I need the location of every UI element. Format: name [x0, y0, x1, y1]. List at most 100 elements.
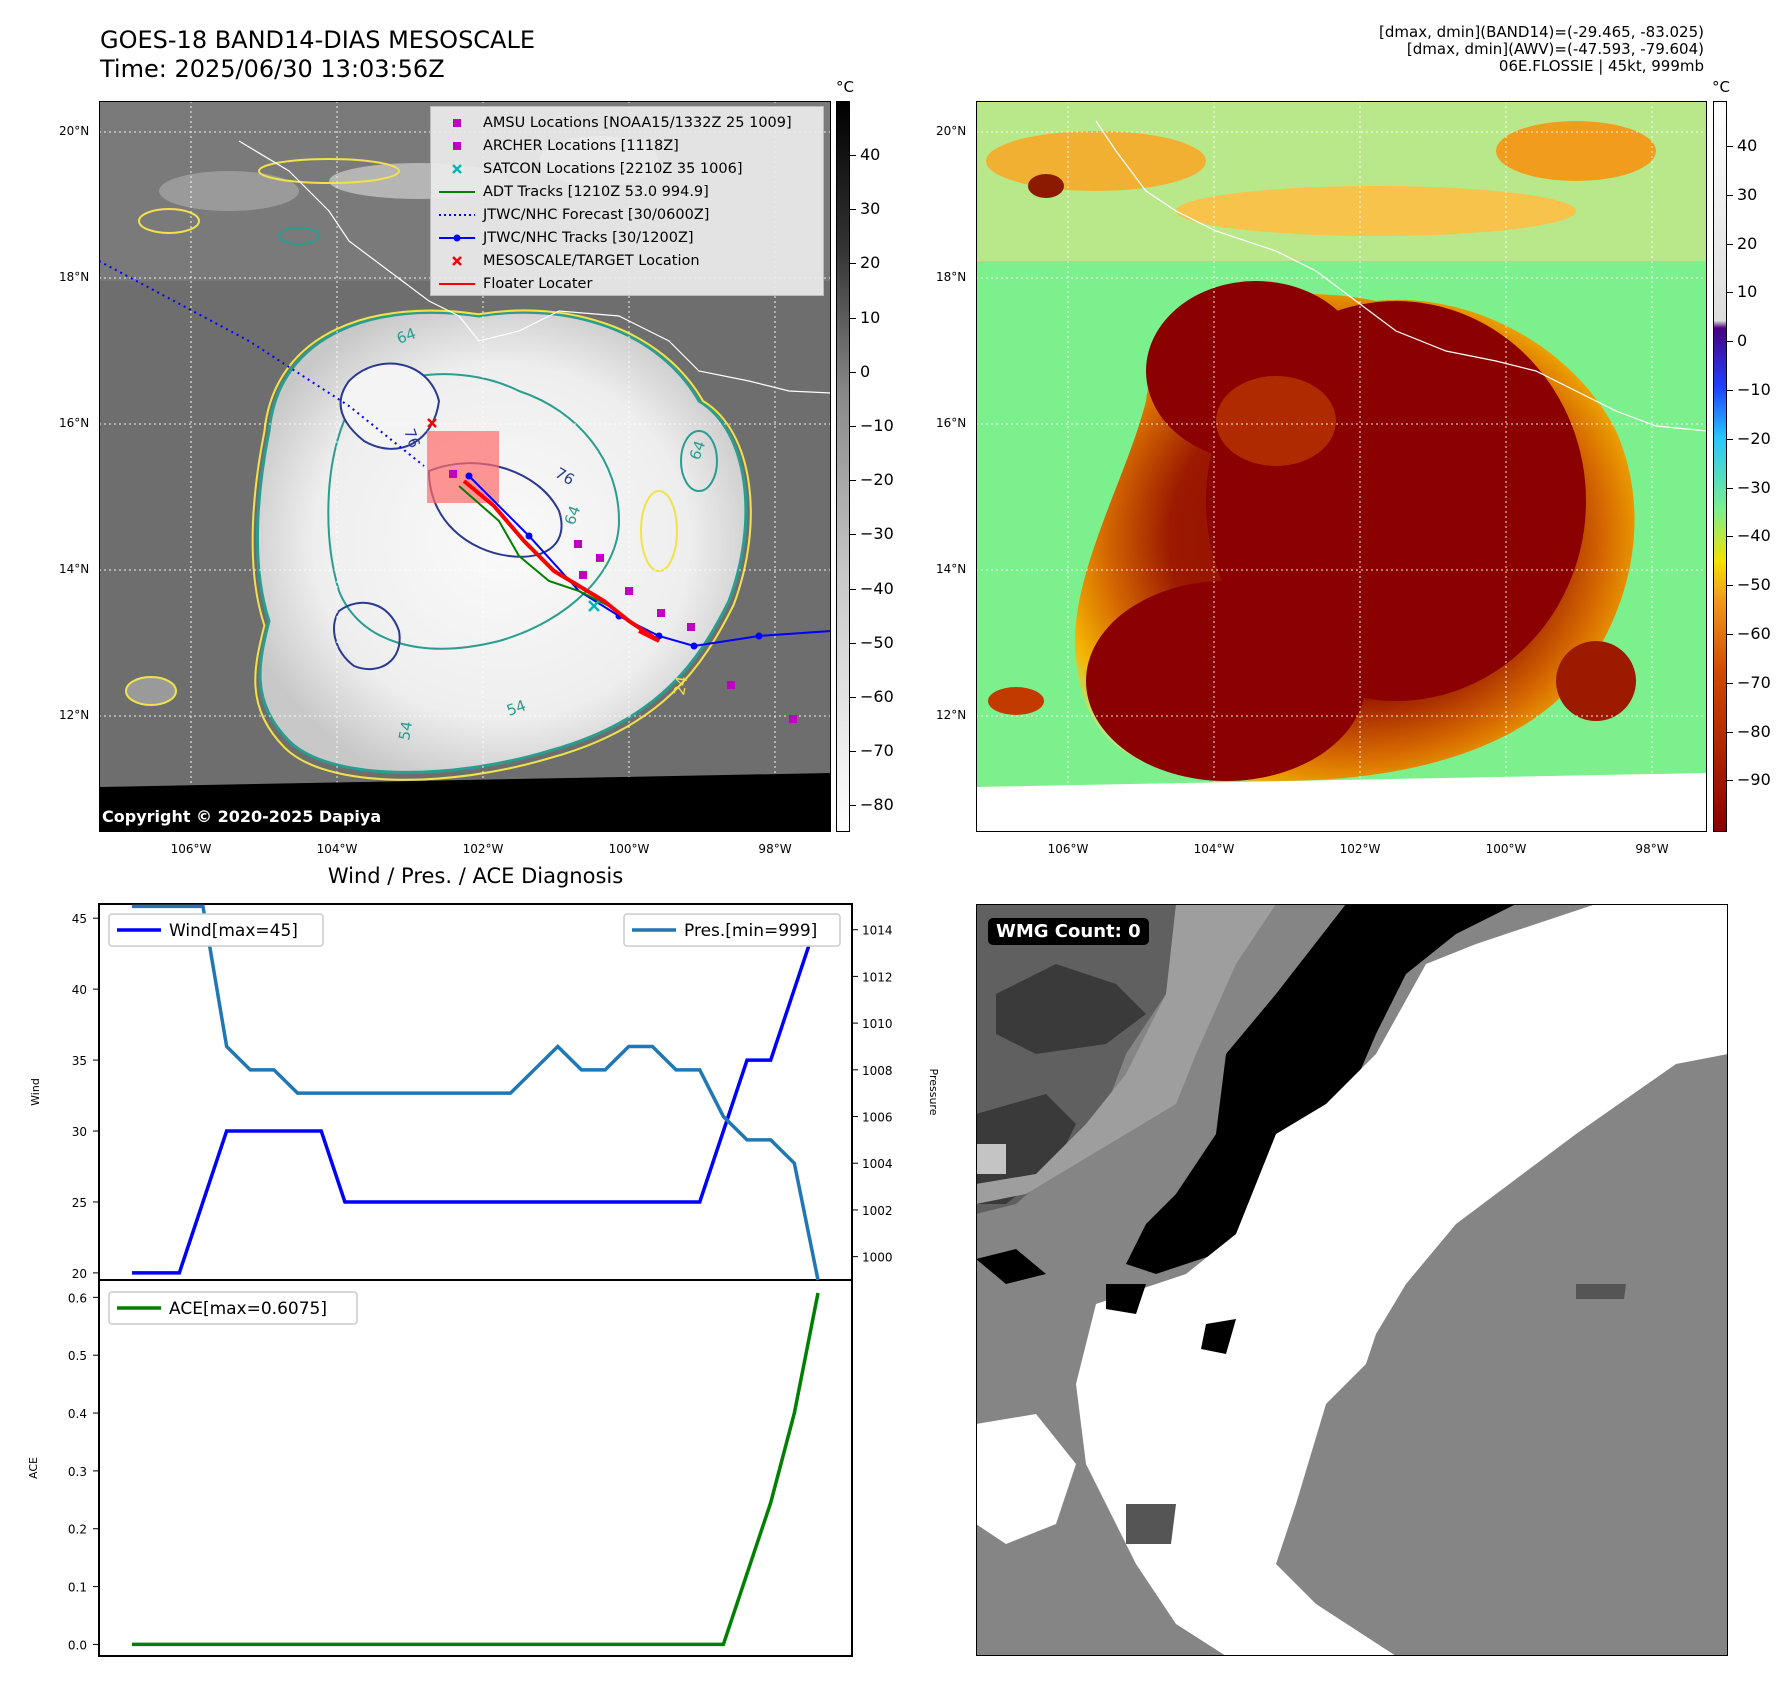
colorbar-tick-label: 40	[1737, 136, 1758, 155]
stats-line-band14: [dmax, dmin](BAND14)=(-29.465, -83.025)	[1379, 23, 1704, 41]
colorbar-tick	[1727, 731, 1733, 733]
legend-entry: SATCON Locations [2210Z 35 1006]	[437, 157, 817, 180]
legend-entry: AMSU Locations [NOAA15/1332Z 25 1009]	[437, 111, 817, 134]
legend-symbol	[453, 141, 461, 150]
wind-axis-label: Wind	[29, 1078, 42, 1106]
map-coordinate-label: 12°N	[936, 708, 967, 722]
map-coordinate-label: 106°W	[170, 842, 212, 856]
legend-label: AMSU Locations [NOAA15/1332Z 25 1009]	[483, 114, 792, 131]
colorbar-tick-label: −80	[860, 795, 894, 815]
colorbar-tick	[1727, 487, 1733, 489]
colorbar-tick	[850, 588, 856, 590]
map-coordinate-label: 98°W	[758, 842, 792, 856]
map-coordinate-label: 104°W	[316, 842, 358, 856]
colorbar-tick	[850, 426, 856, 427]
legend-symbol	[453, 118, 461, 127]
pressure-tick-label: 1008	[862, 1064, 893, 1078]
legend-entry: Floater Locater	[437, 272, 817, 295]
storm-info: 06E.FLOSSIE | 45kt, 999mb	[1498, 57, 1704, 75]
pressure-tick-label: 1004	[862, 1157, 893, 1171]
ace-tick-label: 0.3	[68, 1465, 87, 1479]
colorbar-tick	[850, 805, 856, 807]
colorbar-tick-label: 30	[1737, 184, 1758, 204]
ir-title-line1: GOES-18 BAND14-DIAS MESOSCALE	[100, 26, 536, 54]
pressure-tick-label: 1002	[862, 1204, 893, 1218]
colorbar-tick	[850, 697, 856, 698]
map-coordinate-label: 104°W	[1193, 842, 1235, 856]
diagnosis-chart-svg: 20 25 30 35 40 45 1000 1002 1004 1006 1008 1010 1012…	[27, 903, 940, 1657]
colorbar-tick-label: 30	[860, 199, 881, 219]
colorbar-tick	[1727, 780, 1733, 782]
contour-label: 64	[686, 438, 709, 462]
pressure-axis-label: Pressure	[927, 1069, 940, 1116]
legend-label: MESOSCALE/TARGET Location	[483, 252, 700, 269]
colorbar-tick-label: −10	[860, 416, 894, 435]
ace-legend-label: ACE[max=0.6075]	[169, 1299, 327, 1319]
map-coordinate-label: 20°N	[936, 124, 967, 138]
map-coordinate-label: 12°N	[59, 708, 90, 722]
map-coordinate-label: 106°W	[1047, 842, 1089, 856]
eir-colorbar	[1713, 101, 1727, 832]
colorbar-tick-label: −40	[1737, 526, 1771, 546]
stats-line-awv: [dmax, dmin](AWV)=(-47.593, -79.604)	[1406, 40, 1704, 58]
colorbar-tick	[1727, 390, 1733, 391]
ace-legend-box	[108, 1291, 358, 1325]
wind-tick-label: 20	[72, 1267, 87, 1281]
colorbar-tick-label: 20	[1737, 233, 1758, 253]
colorbar-tick-label: −80	[1737, 721, 1771, 741]
legend-symbol	[439, 282, 475, 285]
legend-entry: JTWC/NHC Tracks [30/1200Z]	[437, 226, 817, 249]
colorbar-tick-label: −40	[860, 578, 894, 598]
colorbar-tick-label: 0	[860, 361, 871, 381]
enhanced-ir-panel	[975, 100, 1708, 833]
colorbar-tick	[850, 642, 856, 644]
wind-tick-label: 30	[72, 1125, 87, 1139]
legend-entry: MESOSCALE/TARGET Location	[437, 249, 817, 272]
contour-label: 64	[561, 503, 584, 527]
colorbar-tick-label: 20	[860, 253, 881, 273]
ace-axes-frame	[98, 1279, 853, 1657]
ace-series-line	[132, 1292, 820, 1647]
colorbar-tick-label: −20	[860, 470, 894, 490]
legend-label: ARCHER Locations [1118Z]	[483, 137, 679, 154]
wind-tick-label: 45	[72, 912, 87, 926]
contour-label: 64	[394, 324, 418, 347]
colorbar-tick	[850, 480, 856, 482]
colorbar-tick	[850, 317, 856, 319]
ir-colorbar-ticks: 40 30 20 10 0 −10 −20 −30 −40 −50 −60 −70 −80	[850, 101, 910, 832]
colorbar-tick-label: −10	[1737, 380, 1771, 399]
pressure-tick-label: 1000	[862, 1251, 893, 1265]
colorbar-tick	[1727, 341, 1733, 343]
map-coordinate-label: 102°W	[1339, 842, 1381, 856]
stats-header: [dmax, dmin](BAND14)=(-29.465, -83.025) …	[1379, 24, 1704, 75]
map-coordinate-label: 100°W	[1485, 842, 1527, 856]
colorbar-tick	[850, 263, 856, 265]
legend-label: ADT Tracks [1210Z 53.0 994.9]	[483, 183, 709, 200]
enhanced-ir-image	[975, 100, 1708, 833]
colorbar-tick	[1727, 536, 1733, 538]
map-coordinate-label: 18°N	[936, 270, 967, 284]
colorbar-tick-label: −30	[860, 524, 894, 544]
ace-tick-label: 0.0	[68, 1638, 87, 1652]
colorbar-tick	[850, 534, 856, 536]
ir-title-line2: Time: 2025/06/30 13:03:56Z	[100, 55, 445, 83]
colorbar-tick-label: −20	[1737, 428, 1771, 448]
legend-entry: JTWC/NHC Forecast [30/0600Z]	[437, 203, 817, 226]
colorbar-tick	[850, 751, 856, 753]
ace-tick-label: 0.2	[68, 1523, 87, 1537]
eir-colorbar-unit: °C	[1712, 78, 1730, 96]
ace-tick-label: 0.1	[68, 1581, 87, 1595]
legend-symbol	[439, 213, 475, 216]
map-coordinate-label: 16°N	[936, 416, 967, 430]
colorbar-tick-label: −70	[860, 741, 894, 761]
colorbar-tick-label: 10	[1737, 282, 1758, 302]
pressure-series-line	[132, 904, 820, 1281]
wmg-panel: WMG Count: 0	[975, 903, 1729, 1657]
contour-label: 54	[395, 720, 416, 742]
pressure-tick-label: 1012	[862, 970, 893, 984]
legend-symbol	[439, 234, 475, 241]
eir-colorbar-ticks: 40 30 20 10 0 −10 −20 −30 −40 −50 −60 −70 −80 −90	[1727, 101, 1787, 832]
wind-tick-label: 25	[72, 1196, 87, 1210]
colorbar-tick	[1727, 438, 1733, 440]
map-coordinate-label: 20°N	[59, 124, 90, 138]
